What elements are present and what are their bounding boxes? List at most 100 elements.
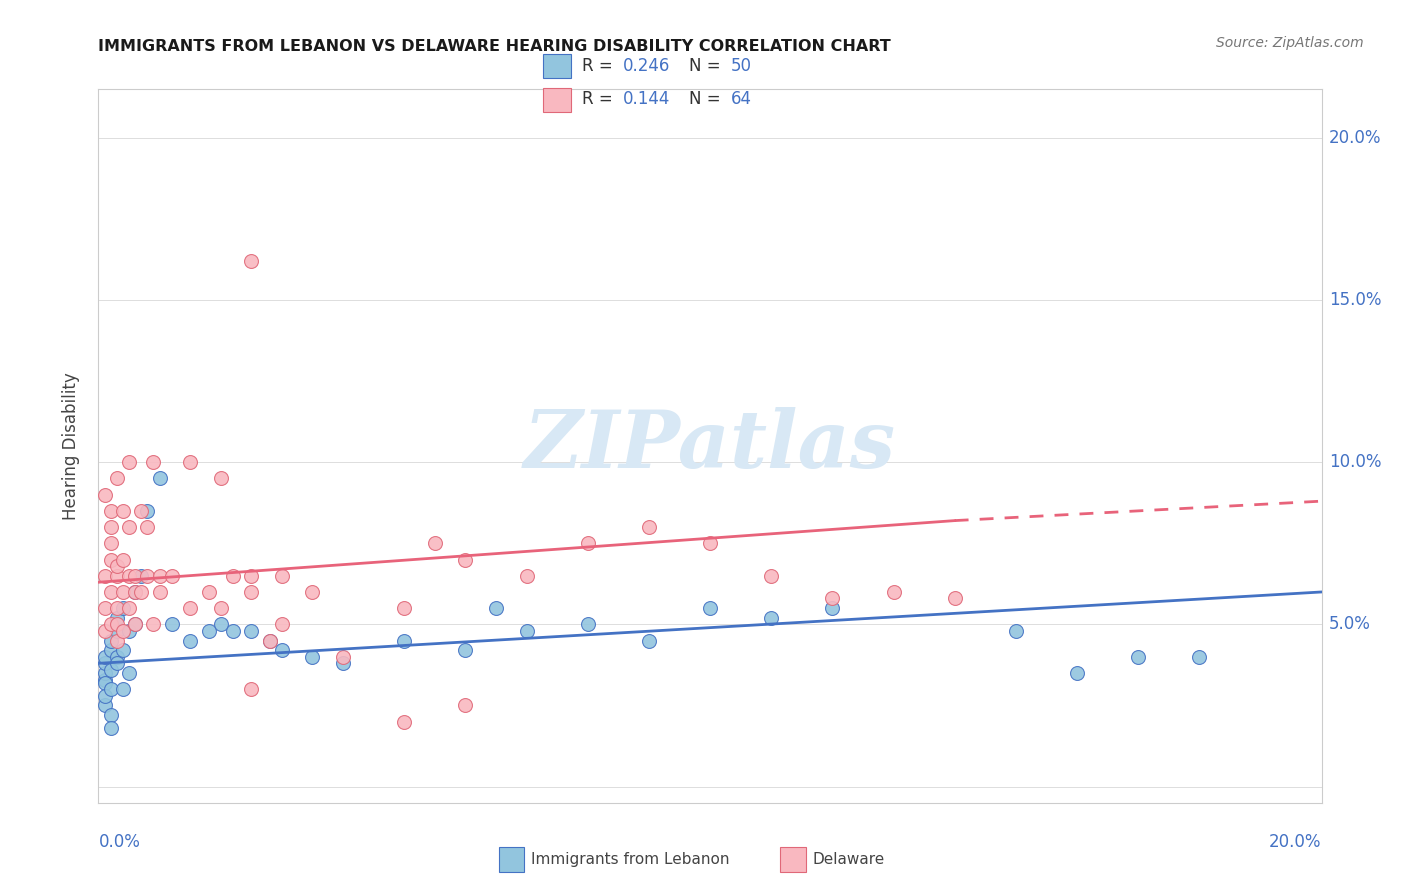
Point bbox=[118, 624, 141, 638]
Point bbox=[392, 601, 416, 615]
Point bbox=[160, 617, 183, 632]
Point bbox=[142, 617, 165, 632]
Point bbox=[118, 568, 141, 582]
Point bbox=[100, 633, 122, 648]
Point bbox=[124, 568, 146, 582]
Point bbox=[100, 663, 122, 677]
Text: 15.0%: 15.0% bbox=[1329, 291, 1381, 309]
Point bbox=[105, 649, 128, 664]
Point bbox=[100, 585, 122, 599]
Point bbox=[454, 698, 477, 713]
Point bbox=[118, 455, 141, 469]
Point bbox=[222, 624, 245, 638]
Text: 0.0%: 0.0% bbox=[98, 833, 141, 851]
Point bbox=[270, 643, 292, 657]
Point bbox=[124, 585, 146, 599]
Point bbox=[100, 552, 122, 566]
Point bbox=[105, 601, 128, 615]
Point bbox=[454, 552, 477, 566]
Point bbox=[240, 585, 263, 599]
Point bbox=[485, 601, 508, 615]
Point bbox=[301, 585, 323, 599]
Point bbox=[124, 617, 146, 632]
Point bbox=[1004, 624, 1026, 638]
Point bbox=[111, 601, 134, 615]
Point bbox=[240, 624, 263, 638]
Point bbox=[105, 624, 128, 638]
Point bbox=[100, 504, 122, 518]
Point bbox=[699, 601, 721, 615]
Point bbox=[111, 585, 134, 599]
Point bbox=[392, 633, 416, 648]
Point bbox=[100, 721, 122, 735]
Point bbox=[1066, 666, 1088, 681]
Point bbox=[179, 455, 201, 469]
Point bbox=[516, 624, 538, 638]
Point bbox=[576, 536, 599, 550]
Point bbox=[111, 682, 134, 697]
Point bbox=[197, 585, 219, 599]
Point bbox=[197, 624, 219, 638]
Point bbox=[516, 568, 538, 582]
Point bbox=[111, 552, 134, 566]
Point bbox=[423, 536, 446, 550]
Point bbox=[105, 559, 128, 574]
Point bbox=[93, 657, 115, 671]
Text: N =: N = bbox=[689, 57, 725, 75]
Point bbox=[118, 520, 141, 534]
Point bbox=[209, 471, 232, 485]
Point bbox=[943, 591, 966, 606]
Point bbox=[111, 504, 134, 518]
Point bbox=[136, 568, 159, 582]
Text: 50: 50 bbox=[731, 57, 752, 75]
Point bbox=[142, 455, 165, 469]
Point bbox=[637, 633, 661, 648]
Point bbox=[93, 673, 115, 687]
Text: Source: ZipAtlas.com: Source: ZipAtlas.com bbox=[1216, 36, 1364, 50]
Point bbox=[149, 471, 172, 485]
Point bbox=[100, 708, 122, 723]
Text: 0.144: 0.144 bbox=[623, 90, 671, 108]
Text: Immigrants from Lebanon: Immigrants from Lebanon bbox=[531, 853, 730, 867]
Point bbox=[883, 585, 905, 599]
Point bbox=[576, 617, 599, 632]
Point bbox=[100, 617, 122, 632]
Point bbox=[93, 488, 115, 502]
Point bbox=[111, 624, 134, 638]
Point bbox=[124, 617, 146, 632]
Point bbox=[136, 520, 159, 534]
Text: 10.0%: 10.0% bbox=[1329, 453, 1381, 471]
Point bbox=[105, 617, 128, 632]
FancyBboxPatch shape bbox=[543, 54, 571, 78]
Point bbox=[222, 568, 245, 582]
Point bbox=[93, 649, 115, 664]
Point bbox=[111, 643, 134, 657]
Point bbox=[332, 657, 354, 671]
Point bbox=[93, 624, 115, 638]
Point bbox=[759, 568, 782, 582]
Point bbox=[259, 633, 281, 648]
Text: 0.246: 0.246 bbox=[623, 57, 671, 75]
Point bbox=[118, 601, 141, 615]
Point bbox=[270, 617, 292, 632]
Point bbox=[129, 568, 152, 582]
Point bbox=[93, 601, 115, 615]
Point bbox=[454, 643, 477, 657]
Point bbox=[1188, 649, 1211, 664]
Point bbox=[637, 520, 661, 534]
Point bbox=[392, 714, 416, 729]
Text: 20.0%: 20.0% bbox=[1270, 833, 1322, 851]
Point bbox=[332, 649, 354, 664]
Point bbox=[821, 601, 844, 615]
Point bbox=[149, 568, 172, 582]
Point bbox=[209, 617, 232, 632]
Point bbox=[118, 666, 141, 681]
Point bbox=[160, 568, 183, 582]
Point bbox=[105, 657, 128, 671]
Point bbox=[93, 666, 115, 681]
Text: 5.0%: 5.0% bbox=[1329, 615, 1371, 633]
Point bbox=[1128, 649, 1150, 664]
Point bbox=[93, 568, 115, 582]
Text: R =: R = bbox=[582, 90, 619, 108]
Point bbox=[209, 601, 232, 615]
